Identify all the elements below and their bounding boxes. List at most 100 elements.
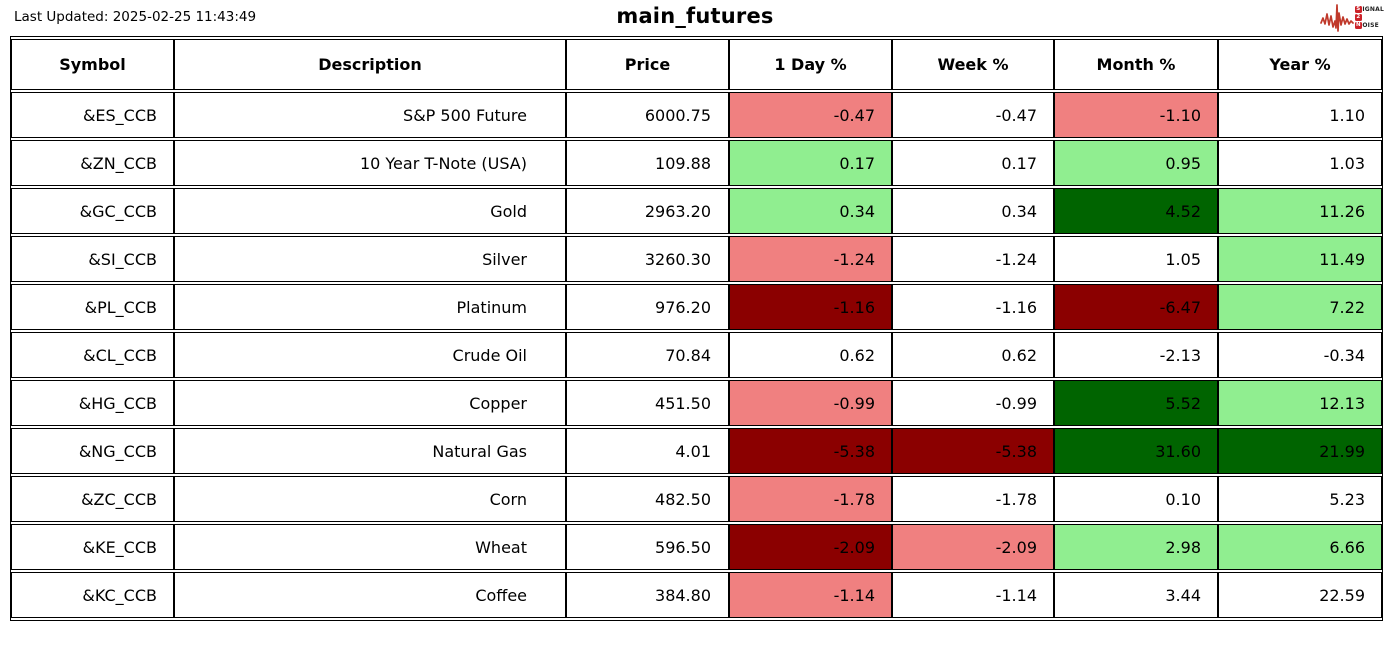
year-pct-cell: 22.59	[1218, 572, 1382, 618]
symbol-cell: &KE_CCB	[11, 524, 174, 570]
column-header-week-pct: Week %	[892, 39, 1054, 90]
table-row: &KE_CCB Wheat 596.50 -2.09 -2.09 2.98 6.66	[11, 524, 1382, 570]
futures-table: Symbol Description Price 1 Day % Week % …	[10, 36, 1383, 621]
logo-letter-n: N	[1354, 21, 1362, 29]
price-cell: 482.50	[566, 476, 729, 522]
year-pct-cell: 5.23	[1218, 476, 1382, 522]
week-pct-cell: -0.99	[892, 380, 1054, 426]
symbol-cell: &NG_CCB	[11, 428, 174, 474]
column-header-1day-pct: 1 Day %	[729, 39, 892, 90]
1day-pct-cell: 0.62	[729, 332, 892, 378]
table-row: &CL_CCB Crude Oil 70.84 0.62 0.62 -2.13 -0.34	[11, 332, 1382, 378]
logo-line-noise: N OISE	[1354, 21, 1384, 29]
price-cell: 384.80	[566, 572, 729, 618]
1day-pct-cell: 0.17	[729, 140, 892, 186]
table-row: &ES_CCB S&P 500 Future 6000.75 -0.47 -0.47 -1…	[11, 92, 1382, 138]
logo-text: S IGNAL 2 N OISE	[1354, 5, 1384, 29]
table-row: &SI_CCB Silver 3260.30 -1.24 -1.24 1.05 11.49	[11, 236, 1382, 282]
1day-pct-cell: -2.09	[729, 524, 892, 570]
week-pct-cell: 0.17	[892, 140, 1054, 186]
month-pct-cell: 0.95	[1054, 140, 1218, 186]
price-cell: 976.20	[566, 284, 729, 330]
symbol-cell: &ZN_CCB	[11, 140, 174, 186]
month-pct-cell: 31.60	[1054, 428, 1218, 474]
week-pct-cell: 0.34	[892, 188, 1054, 234]
column-header-symbol: Symbol	[11, 39, 174, 90]
month-pct-cell: -6.47	[1054, 284, 1218, 330]
description-cell: Gold	[174, 188, 566, 234]
symbol-cell: &PL_CCB	[11, 284, 174, 330]
price-cell: 70.84	[566, 332, 729, 378]
year-pct-cell: 11.26	[1218, 188, 1382, 234]
week-pct-cell: -1.16	[892, 284, 1054, 330]
month-pct-cell: 2.98	[1054, 524, 1218, 570]
table-body: &ES_CCB S&P 500 Future 6000.75 -0.47 -0.47 -1…	[11, 92, 1382, 618]
table-row: &GC_CCB Gold 2963.20 0.34 0.34 4.52 11.26	[11, 188, 1382, 234]
table-row: &KC_CCB Coffee 384.80 -1.14 -1.14 3.44 22.59	[11, 572, 1382, 618]
logo-letter-2: 2	[1354, 13, 1362, 21]
page-title: main_futures	[616, 4, 774, 28]
1day-pct-cell: -1.78	[729, 476, 892, 522]
1day-pct-cell: -1.14	[729, 572, 892, 618]
last-updated-text: Last Updated: 2025-02-25 11:43:49	[14, 9, 257, 25]
1day-pct-cell: -5.38	[729, 428, 892, 474]
year-pct-cell: 21.99	[1218, 428, 1382, 474]
month-pct-cell: 5.52	[1054, 380, 1218, 426]
price-cell: 109.88	[566, 140, 729, 186]
week-pct-cell: -1.14	[892, 572, 1054, 618]
1day-pct-cell: -1.24	[729, 236, 892, 282]
1day-pct-cell: 0.34	[729, 188, 892, 234]
month-pct-cell: 1.05	[1054, 236, 1218, 282]
symbol-cell: &ZC_CCB	[11, 476, 174, 522]
signal2noise-logo: S IGNAL 2 N OISE	[1319, 1, 1384, 33]
month-pct-cell: -1.10	[1054, 92, 1218, 138]
month-pct-cell: 3.44	[1054, 572, 1218, 618]
1day-pct-cell: -0.47	[729, 92, 892, 138]
month-pct-cell: 4.52	[1054, 188, 1218, 234]
month-pct-cell: -2.13	[1054, 332, 1218, 378]
year-pct-cell: 1.03	[1218, 140, 1382, 186]
year-pct-cell: 1.10	[1218, 92, 1382, 138]
1day-pct-cell: -1.16	[729, 284, 892, 330]
year-pct-cell: 11.49	[1218, 236, 1382, 282]
year-pct-cell: 12.13	[1218, 380, 1382, 426]
symbol-cell: &ES_CCB	[11, 92, 174, 138]
1day-pct-cell: -0.99	[729, 380, 892, 426]
week-pct-cell: -0.47	[892, 92, 1054, 138]
table-row: &ZN_CCB 10 Year T-Note (USA) 109.88 0.17 0.1…	[11, 140, 1382, 186]
column-header-year-pct: Year %	[1218, 39, 1382, 90]
logo-text-ignal: IGNAL	[1362, 5, 1384, 13]
week-pct-cell: -1.24	[892, 236, 1054, 282]
description-cell: Platinum	[174, 284, 566, 330]
week-pct-cell: -2.09	[892, 524, 1054, 570]
header-row: Symbol Description Price 1 Day % Week % …	[11, 39, 1382, 90]
description-cell: Natural Gas	[174, 428, 566, 474]
month-pct-cell: 0.10	[1054, 476, 1218, 522]
week-pct-cell: 0.62	[892, 332, 1054, 378]
symbol-cell: &HG_CCB	[11, 380, 174, 426]
description-cell: S&P 500 Future	[174, 92, 566, 138]
symbol-cell: &KC_CCB	[11, 572, 174, 618]
column-header-description: Description	[174, 39, 566, 90]
price-cell: 2963.20	[566, 188, 729, 234]
column-header-price: Price	[566, 39, 729, 90]
description-cell: 10 Year T-Note (USA)	[174, 140, 566, 186]
week-pct-cell: -5.38	[892, 428, 1054, 474]
price-cell: 4.01	[566, 428, 729, 474]
table-row: &PL_CCB Platinum 976.20 -1.16 -1.16 -6.47 7.22	[11, 284, 1382, 330]
symbol-cell: &SI_CCB	[11, 236, 174, 282]
table-row: &HG_CCB Copper 451.50 -0.99 -0.99 5.52 12.13	[11, 380, 1382, 426]
year-pct-cell: 6.66	[1218, 524, 1382, 570]
logo-text-oise: OISE	[1362, 21, 1379, 29]
price-cell: 451.50	[566, 380, 729, 426]
description-cell: Wheat	[174, 524, 566, 570]
year-pct-cell: 7.22	[1218, 284, 1382, 330]
table-header: Symbol Description Price 1 Day % Week % …	[11, 39, 1382, 90]
ecg-waveform-icon	[1319, 4, 1354, 32]
column-header-month-pct: Month %	[1054, 39, 1218, 90]
description-cell: Copper	[174, 380, 566, 426]
price-cell: 3260.30	[566, 236, 729, 282]
symbol-cell: &GC_CCB	[11, 188, 174, 234]
logo-line-2: 2	[1354, 13, 1384, 21]
symbol-cell: &CL_CCB	[11, 332, 174, 378]
